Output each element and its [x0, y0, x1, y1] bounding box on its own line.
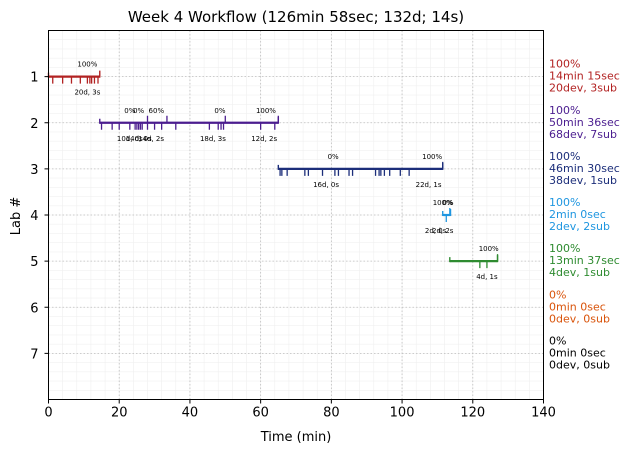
- lab-2-device-label: 14d, 0s: [126, 135, 152, 143]
- lab-2-summary-line: 68dev, 7sub: [549, 128, 617, 141]
- lab-4-device-label: 2d, 0s: [425, 227, 447, 235]
- x-axis-label: Time (min): [260, 430, 332, 445]
- grid: [48, 30, 544, 400]
- lab-5-summary-line: 13min 37sec: [549, 254, 620, 267]
- lab-1-percent-label: 100%: [77, 61, 97, 69]
- lab-1-summary-line: 20dev, 3sub: [549, 82, 617, 95]
- y-axis-label: Lab #: [9, 197, 24, 236]
- lab-3-percent-label: 100%: [422, 153, 442, 161]
- lab-2-summary-line: 50min 36sec: [549, 116, 620, 129]
- y-tick-label: 5: [30, 255, 38, 270]
- lab-2-percent-label: 0%: [133, 107, 144, 115]
- lab-6-summary-line: 0min 0sec: [549, 300, 606, 313]
- x-tick-label: 120: [460, 406, 485, 421]
- lab-7-summary-line: 0%: [549, 334, 566, 347]
- lab-1-device-label: 20d, 3s: [74, 89, 100, 97]
- y-tick-label: 7: [30, 347, 38, 362]
- x-tick-label: 60: [252, 406, 269, 421]
- lab-4-percent-label: 100%: [433, 199, 453, 207]
- lab-4-device-label: 2d, 2s: [432, 227, 454, 235]
- lab-2-percent-label: 0%: [124, 107, 135, 115]
- x-tick-label: 20: [111, 406, 128, 421]
- y-tick-label: 2: [30, 117, 38, 132]
- lab-2-percent-label: 100%: [256, 107, 276, 115]
- lab-3-device-label: 16d, 0s: [313, 181, 339, 189]
- lab-3-summary-line: 46min 30sec: [549, 162, 620, 175]
- lab-4-summary-line: 2dev, 2sub: [549, 220, 610, 233]
- lab-2-device-label: 12d, 2s: [251, 135, 277, 143]
- lab-5-percent-label: 100%: [479, 245, 499, 253]
- lab-3-summary-line: 100%: [549, 150, 580, 163]
- lab-4-summary-line: 100%: [549, 196, 580, 209]
- chart-title: Week 4 Workflow (126min 58sec; 132d; 14s…: [128, 8, 464, 26]
- lab-3-device-label: 22d, 1s: [416, 181, 442, 189]
- y-tick-label: 3: [30, 163, 38, 178]
- lab-3-percent-label: 0%: [328, 153, 339, 161]
- x-tick-label: 100: [390, 406, 415, 421]
- lab-1-summary-line: 14min 15sec: [549, 70, 620, 83]
- axes: 0 20 40 60 80 100 120 140 1 2 3 4 5 6 7: [30, 71, 556, 421]
- y-tick-label: 4: [30, 209, 38, 224]
- lab-2-device-label: 14d, 2s: [138, 135, 164, 143]
- lab-2-device-label: 10d, 0s: [117, 135, 143, 143]
- lab-5-device-label: 4d, 1s: [476, 273, 498, 281]
- lab-5-summary-line: 4dev, 1sub: [549, 266, 610, 279]
- lab-5-summary-line: 100%: [549, 242, 580, 255]
- lab-4-percent-label: 0%: [442, 199, 453, 207]
- lab-7-summary-line: 0min 0sec: [549, 346, 606, 359]
- lab-4-summary-line: 2min 0sec: [549, 208, 606, 221]
- lab-2-device-label: 18d, 3s: [200, 135, 226, 143]
- lab-2-summary-line: 100%: [549, 104, 580, 117]
- y-tick-label: 1: [30, 71, 38, 86]
- y-tick-label: 6: [30, 301, 38, 316]
- lab-7-summary-line: 0dev, 0sub: [549, 358, 610, 371]
- lab-2-percent-label: 60%: [149, 107, 165, 115]
- x-tick-label: 0: [44, 406, 52, 421]
- x-tick-label: 80: [323, 406, 340, 421]
- lab-6-summary-line: 0%: [549, 288, 566, 301]
- x-tick-label: 140: [531, 406, 556, 421]
- lab-6-summary-line: 0dev, 0sub: [549, 312, 610, 325]
- x-tick-label: 40: [182, 406, 199, 421]
- lab-2-percent-label: 0%: [214, 107, 225, 115]
- lab-1-summary-line: 100%: [549, 58, 580, 71]
- lab-3-summary-line: 38dev, 1sub: [549, 174, 617, 187]
